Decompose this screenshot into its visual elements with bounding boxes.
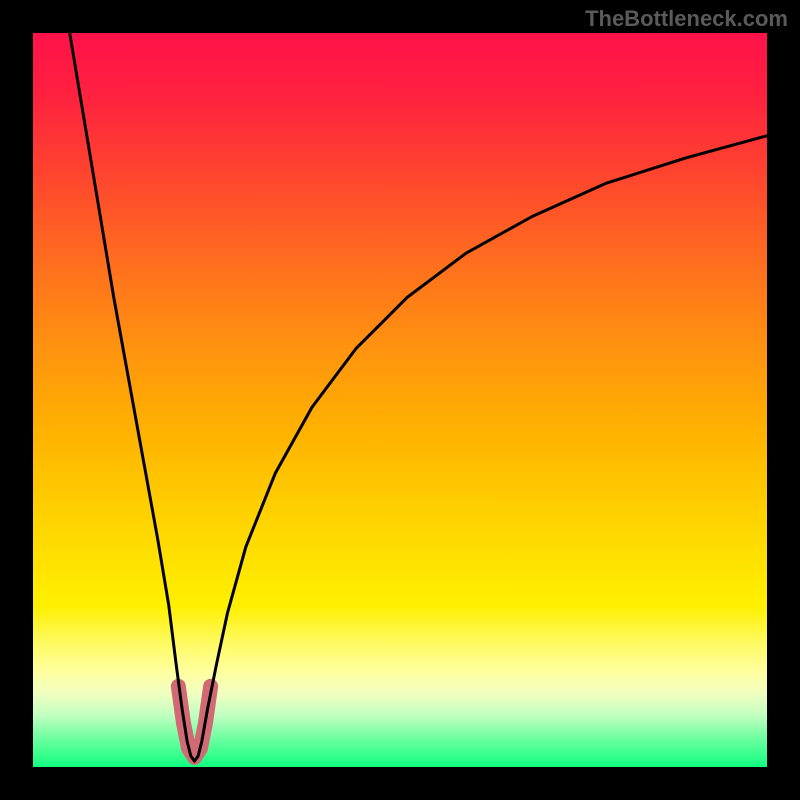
bottleneck-chart: TheBottleneck.com bbox=[0, 0, 800, 800]
chart-svg bbox=[0, 0, 800, 800]
watermark-text: TheBottleneck.com bbox=[585, 6, 788, 32]
plot-background bbox=[33, 33, 767, 767]
